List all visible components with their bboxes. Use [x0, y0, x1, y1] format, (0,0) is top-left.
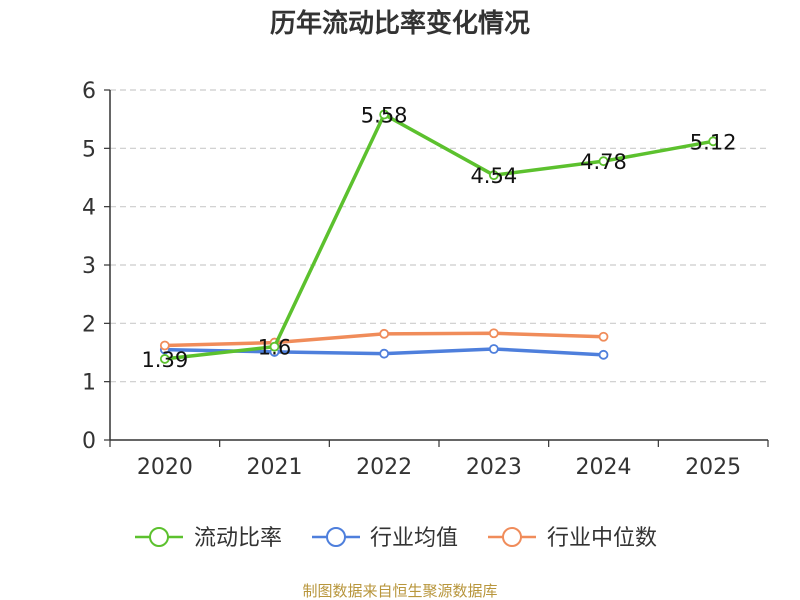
x-tick-label: 2021	[247, 455, 303, 480]
x-tick-label: 2020	[137, 455, 193, 480]
data-point	[159, 340, 170, 351]
legend-label: 行业均值	[370, 526, 458, 551]
data-label: 5.12	[690, 130, 737, 154]
axes: 0 1 2 3 4 5 6 2020 2021 2022 2023 2024 2025	[82, 79, 769, 480]
chart-title: 历年流动比率变化情况	[270, 8, 530, 39]
y-tick-label: 1	[82, 371, 96, 396]
y-tick-label: 5	[82, 137, 96, 162]
data-point	[708, 136, 719, 147]
data-point	[598, 331, 609, 342]
y-tick-label: 6	[82, 79, 96, 104]
y-tick-label: 4	[82, 196, 96, 221]
y-tick-label: 0	[82, 429, 96, 454]
legend-item[interactable]: 行业均值	[312, 526, 458, 551]
series-line-0	[163, 112, 715, 361]
data-point	[598, 349, 609, 360]
x-tick-label: 2023	[466, 455, 522, 480]
data-label: 1.39	[141, 348, 188, 372]
x-tick-label: 2022	[356, 455, 412, 480]
legend-label: 行业中位数	[547, 526, 657, 551]
legend-item[interactable]: 行业中位数	[488, 526, 657, 551]
legend-marker-icon	[502, 527, 522, 547]
legend[interactable]: 流动比率 行业均值 行业中位数	[135, 526, 657, 551]
x-tick-label: 2025	[685, 455, 741, 480]
data-label: 5.58	[361, 104, 408, 128]
data-point	[598, 156, 609, 167]
data-point	[488, 170, 499, 181]
data-point	[488, 344, 499, 354]
grid	[110, 89, 768, 383]
data-label: 1.6	[258, 336, 291, 360]
y-tick-label: 2	[82, 312, 96, 337]
data-point	[269, 341, 280, 352]
legend-marker-icon	[326, 527, 346, 547]
data-point	[159, 354, 170, 364]
data-point	[379, 348, 390, 359]
legend-marker-icon	[149, 527, 169, 547]
source-note: 制图数据来自恒生聚源数据库	[302, 582, 497, 600]
legend-item[interactable]: 流动比率	[135, 526, 282, 551]
legend-label: 流动比率	[194, 526, 282, 551]
data-label: 4.54	[470, 164, 517, 188]
data-labels: 1.39 1.6 5.58 4.54 4.78 5.12	[141, 104, 736, 372]
series-layer	[159, 109, 719, 364]
data-label: 4.78	[580, 150, 627, 174]
data-point	[379, 109, 390, 120]
data-point	[488, 328, 499, 339]
y-tick-label: 3	[82, 254, 96, 279]
data-point	[379, 328, 390, 339]
x-tick-label: 2024	[576, 455, 632, 480]
